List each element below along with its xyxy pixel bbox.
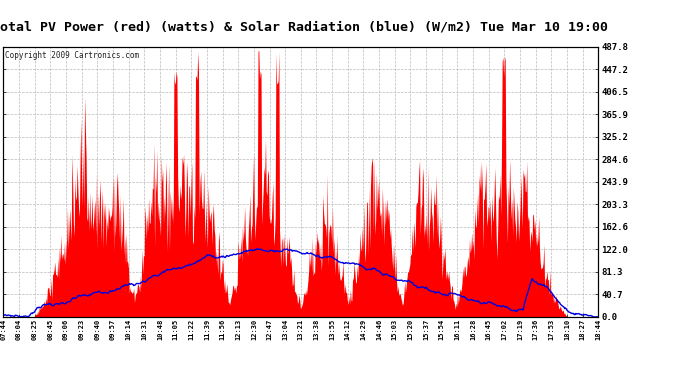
Text: Total PV Power (red) (watts) & Solar Radiation (blue) (W/m2) Tue Mar 10 19:00: Total PV Power (red) (watts) & Solar Rad… bbox=[0, 21, 608, 34]
Text: Copyright 2009 Cartronics.com: Copyright 2009 Cartronics.com bbox=[6, 51, 139, 60]
